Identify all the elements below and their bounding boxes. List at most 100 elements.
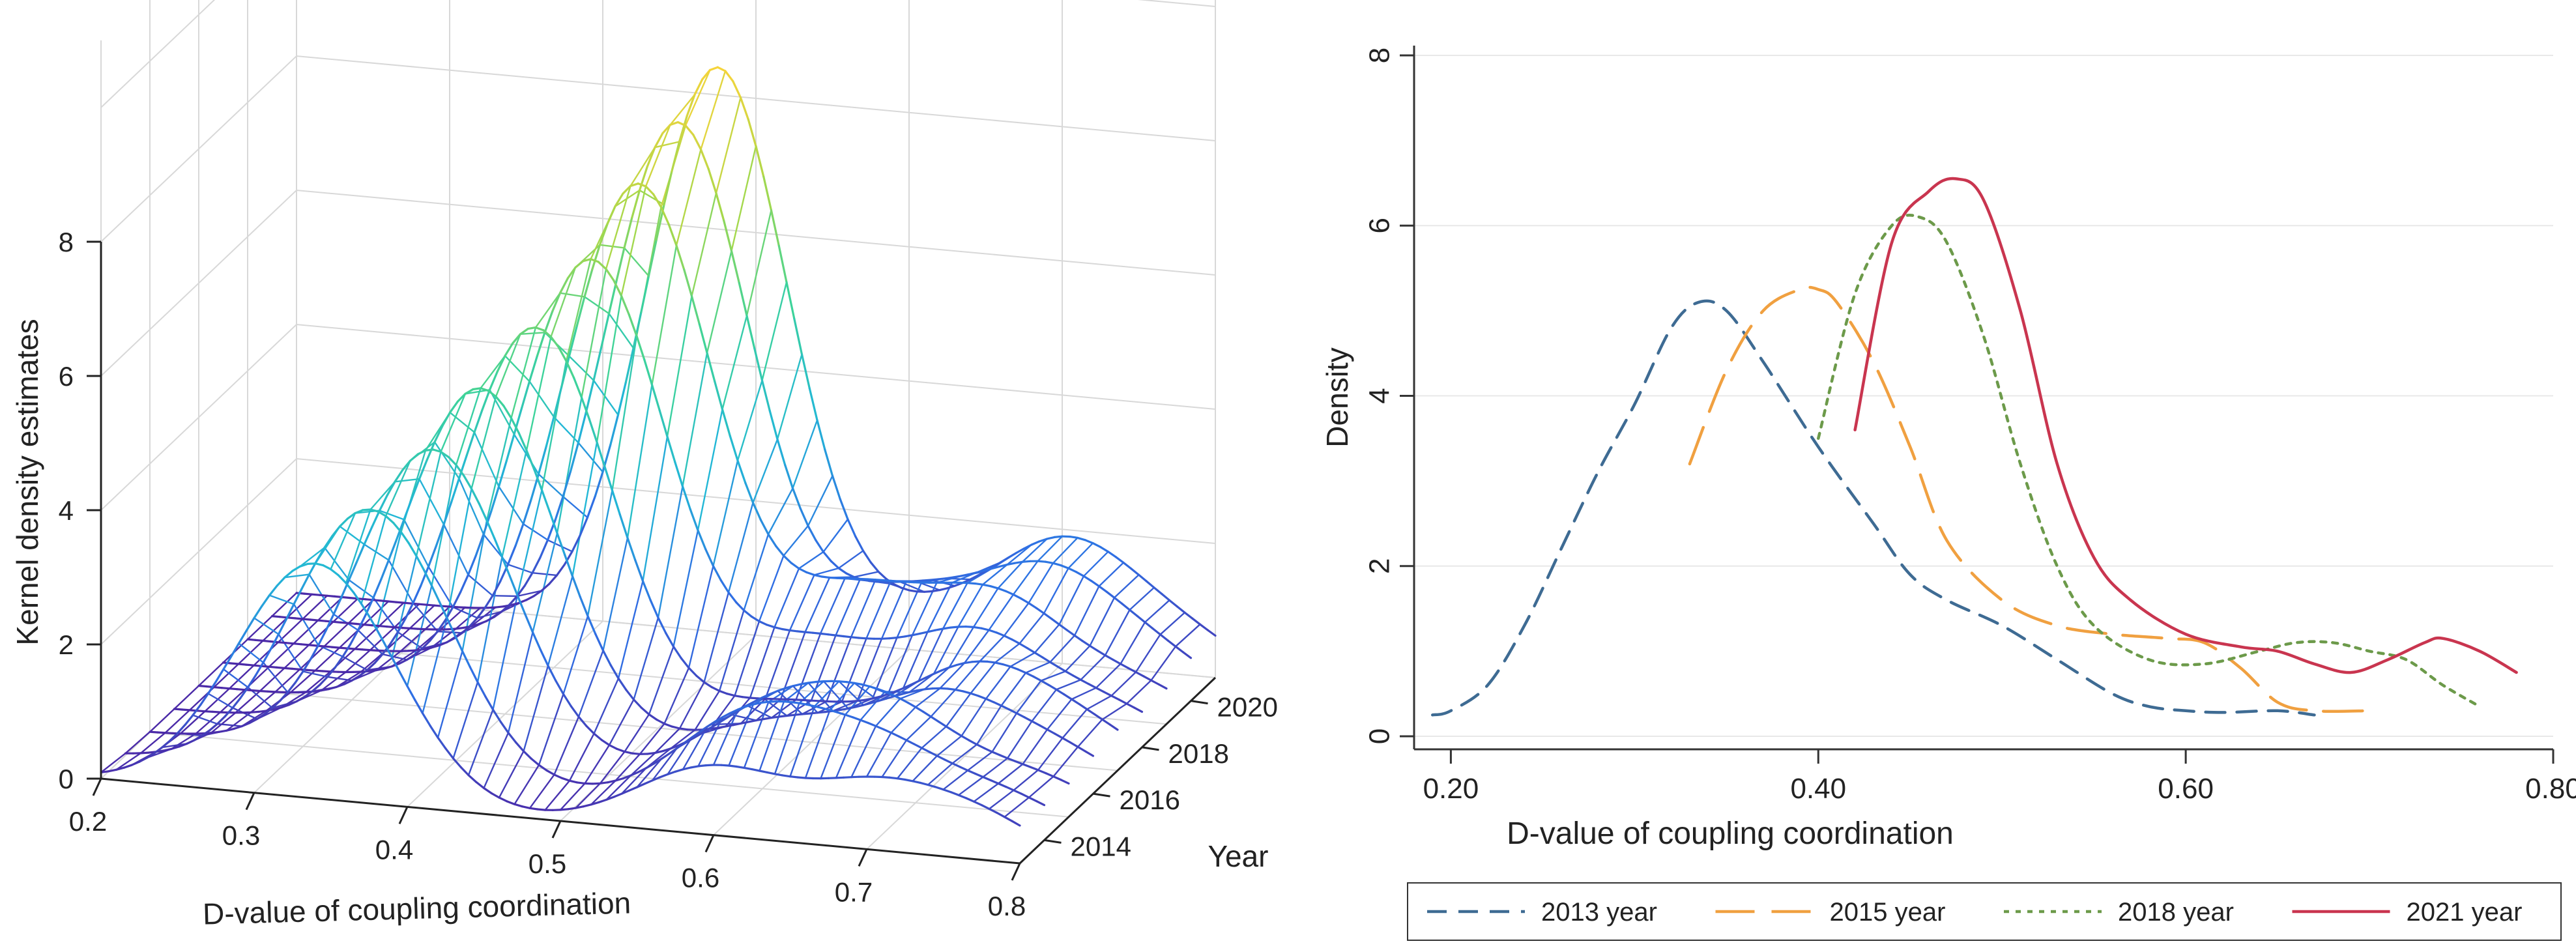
surface-mesh-segment <box>1114 575 1139 597</box>
surface-year-curve <box>753 502 761 519</box>
surface-year-curve <box>1168 641 1176 646</box>
surface-year-curve <box>738 461 745 483</box>
surface-year-curve <box>839 568 847 573</box>
surface-year-curve <box>779 716 787 717</box>
surface-year-curve <box>906 740 914 744</box>
surface-year-curve <box>309 645 317 646</box>
surface-year-curve <box>369 616 377 629</box>
surface-year-curve <box>968 770 976 773</box>
z-axis-title: Kernel density estimates <box>10 319 44 645</box>
x-tick-label: 0.5 <box>528 848 566 879</box>
surface-mesh-segment <box>551 268 576 337</box>
surface-mesh-segment <box>998 764 1023 784</box>
surface-year-curve <box>991 586 998 588</box>
legend-label: 2021 year <box>2407 898 2523 927</box>
surface-mesh-segment <box>1072 688 1097 699</box>
surface-year-curve <box>789 699 796 700</box>
surface-year-curve <box>920 783 928 784</box>
surface-mesh-segment <box>557 397 582 533</box>
surface-year-curve <box>962 736 970 741</box>
surface-year-curve <box>381 560 389 580</box>
surface-year-curve <box>971 693 979 696</box>
surface-year-curve <box>294 589 302 604</box>
surface-mesh-segment <box>1145 600 1170 622</box>
surface-mesh-segment <box>1161 612 1185 635</box>
surface-year-curve <box>1112 696 1120 700</box>
surface-year-curve <box>818 712 826 713</box>
surface-year-curve <box>1047 730 1055 734</box>
surface-mesh-segment <box>658 487 683 618</box>
surface-year-curve <box>1065 671 1073 676</box>
surface-year-curve <box>736 767 744 768</box>
surface-year-curve <box>1024 717 1032 721</box>
surface-year-curve <box>467 432 474 455</box>
surface-year-curve <box>527 450 534 469</box>
surface-year-curve <box>551 337 559 347</box>
y-tick-label: 6 <box>1364 218 1396 233</box>
surface-mesh-segment <box>1023 730 1048 764</box>
surface-mesh-segment <box>579 650 603 717</box>
surface-year-curve <box>355 649 363 650</box>
surface-year-curve <box>1070 742 1078 747</box>
surface-year-curve <box>897 637 905 638</box>
surface-mesh-segment <box>744 702 769 768</box>
surface-year-curve <box>171 747 179 749</box>
x-tick-label: 0.20 <box>1423 773 1479 805</box>
surface-year-curve <box>985 748 992 752</box>
surface-mesh-segment <box>793 420 818 489</box>
surface-year-curve <box>664 171 672 205</box>
surface-year-curve <box>586 381 594 412</box>
surface-year-curve <box>268 691 276 692</box>
surface-year-curve <box>242 723 250 727</box>
surface-year-curve <box>334 597 341 614</box>
surface-year-curve <box>977 745 985 749</box>
surface-year-curve <box>1116 557 1123 563</box>
surface-year-curve <box>388 601 396 602</box>
surface-mesh-segment <box>784 526 809 556</box>
surface-year-curve <box>507 801 515 805</box>
surface-year-curve <box>571 442 579 470</box>
surface-year-curve <box>532 558 540 573</box>
surface-year-curve <box>219 730 227 732</box>
surface-year-curve <box>669 224 676 245</box>
surface-year-curve <box>300 564 308 566</box>
surface-mesh-segment <box>585 297 609 314</box>
surface-year-curve <box>1096 688 1104 692</box>
surface-year-curve <box>1185 612 1193 618</box>
surface-year-curve <box>783 775 790 777</box>
surface-year-curve <box>822 577 830 578</box>
surface-year-curve <box>800 703 807 704</box>
surface-year-curve <box>1122 604 1130 611</box>
surface-year-curve <box>1183 652 1191 658</box>
surface-mesh-segment <box>484 733 509 788</box>
surface-year-curve <box>1104 692 1112 696</box>
surface-year-curve <box>974 801 982 805</box>
surface-year-curve <box>998 588 1006 591</box>
surface-year-curve <box>877 582 885 583</box>
surface-year-curve <box>315 564 323 566</box>
surface-year-curve <box>741 98 749 120</box>
surface-year-curve <box>917 689 925 691</box>
surface-year-curve <box>474 410 482 433</box>
surface-mesh-segment <box>808 476 833 526</box>
surface-mesh-segment <box>505 356 530 381</box>
surface-year-curve <box>295 618 303 619</box>
surface-year-curve <box>1058 667 1065 671</box>
surface-year-curve <box>680 116 687 142</box>
surface-year-curve <box>825 450 833 476</box>
surface-year-curve <box>424 570 432 586</box>
surface-year-curve <box>346 583 354 593</box>
surface-year-curve <box>695 79 702 95</box>
surface-year-curve <box>1146 581 1154 588</box>
surface-mesh-segment <box>762 282 787 381</box>
surface-mesh-segment <box>474 432 499 486</box>
surface-year-curve <box>675 462 683 486</box>
surface-year-curve <box>938 722 946 727</box>
surface-year-curve <box>413 586 421 603</box>
surface-year-curve <box>1069 568 1077 572</box>
surface-mesh-segment <box>1014 770 1039 790</box>
surface-year-curve <box>562 778 570 781</box>
surface-year-curve <box>987 661 995 663</box>
surface-mesh-segment <box>469 710 493 775</box>
